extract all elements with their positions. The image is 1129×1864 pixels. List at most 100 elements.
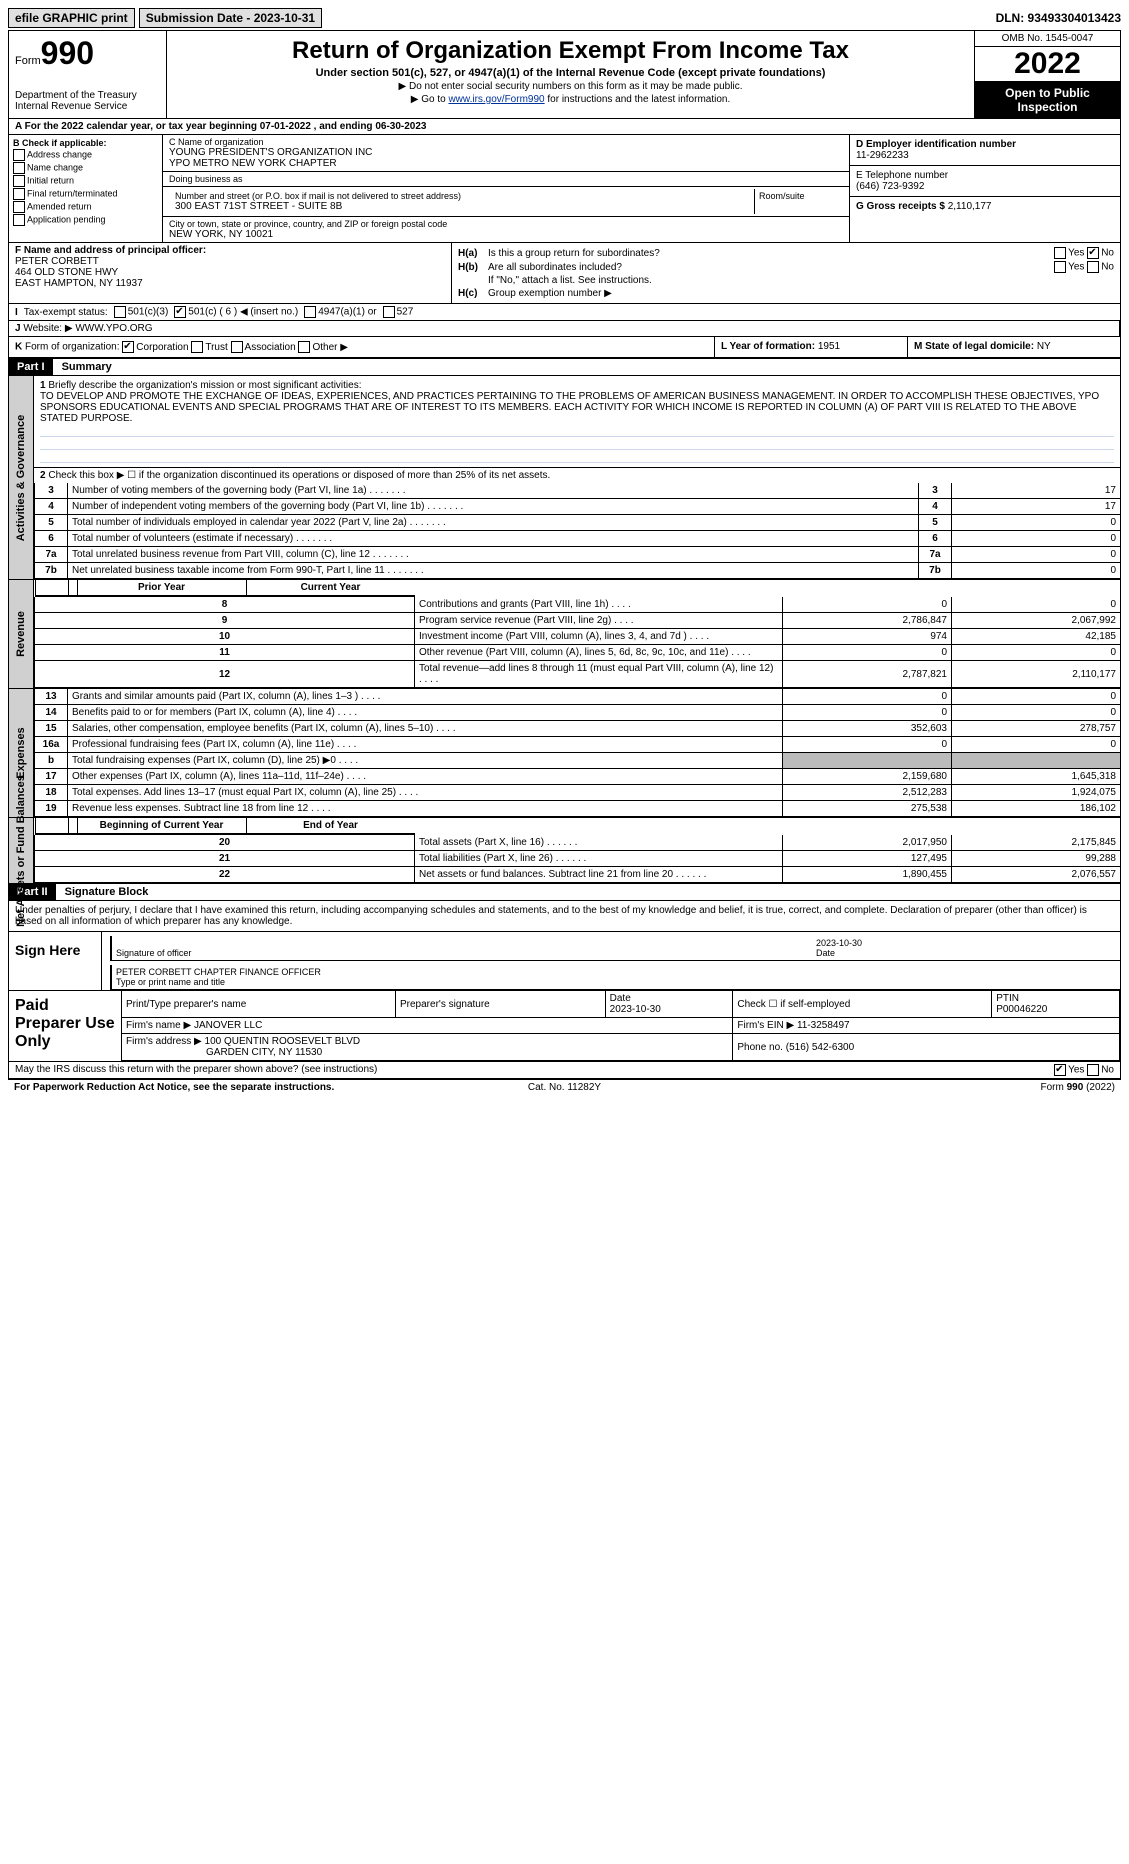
chk-527[interactable]: 527 [383, 306, 414, 318]
firm-addr2: GARDEN CITY, NY 11530 [206, 1047, 322, 1058]
irs: Internal Revenue Service [15, 101, 160, 112]
firm-addr1: 100 QUENTIN ROOSEVELT BLVD [205, 1036, 361, 1047]
ptin: P00046220 [996, 1004, 1047, 1015]
dln: DLN: 93493304013423 [996, 11, 1121, 25]
date-lbl: Date [816, 948, 1116, 958]
officer-addr1: 464 OLD STONE HWY [15, 267, 445, 278]
officer-addr2: EAST HAMPTON, NY 11937 [15, 278, 445, 289]
firm-ein: 11-3258497 [797, 1020, 850, 1031]
officer-lbl: F Name and address of principal officer: [15, 245, 445, 256]
chk-pending[interactable]: Application pending [13, 214, 158, 226]
sig-lbl: Signature of officer [116, 948, 816, 958]
chk-address[interactable]: Address change [13, 149, 158, 161]
city-val: NEW YORK, NY 10021 [169, 229, 843, 240]
website-val: WWW.YPO.ORG [75, 323, 152, 334]
preparer-table: Print/Type preparer's name Preparer's si… [122, 991, 1120, 1061]
col-h: H(a) Is this a group return for subordin… [452, 243, 1120, 303]
discuss-txt: May the IRS discuss this return with the… [15, 1064, 377, 1076]
row-i-txt: Tax-exempt status: [24, 307, 108, 318]
subtitle: Under section 501(c), 527, or 4947(a)(1)… [173, 67, 968, 79]
part-ii-title: Signature Block [59, 886, 149, 898]
col-d: D Employer identification number 11-2962… [849, 135, 1120, 242]
row-j-txt: Website: ▶ [23, 323, 72, 334]
note-ssn: ▶ Do not enter social security numbers o… [173, 81, 968, 92]
form-number: 990 [41, 35, 94, 71]
line1-txt: Briefly describe the organization's miss… [48, 380, 361, 391]
irs-link[interactable]: www.irs.gov/Form990 [448, 94, 544, 105]
ein-lbl: D Employer identification number [856, 139, 1114, 150]
net-table: Beginning of Current YearEnd of Year 20T… [34, 818, 1120, 883]
street-lbl: Number and street (or P.O. box if mail i… [175, 191, 748, 201]
footer-right: Form 990 (2022) [748, 1082, 1115, 1093]
line2-txt: Check this box ▶ ☐ if the organization d… [48, 470, 550, 481]
row-j-lbl: J [15, 323, 21, 334]
org-name-2: YPO METRO NEW YORK CHAPTER [169, 158, 843, 169]
phone-lbl: E Telephone number [856, 170, 1114, 181]
hb-txt: Are all subordinates included? [488, 262, 622, 273]
hc-txt: Group exemption number ▶ [488, 288, 612, 299]
col-c: C Name of organization YOUNG PRESIDENT'S… [163, 135, 849, 242]
dba-lbl: Doing business as [169, 174, 843, 184]
footer-mid: Cat. No. 11282Y [381, 1082, 748, 1093]
col-b-hdr: B Check if applicable: [13, 138, 158, 148]
gross-lbl: G Gross receipts $ [856, 201, 945, 212]
part-i-title: Summary [56, 361, 112, 373]
ha-lbl: H(a) [458, 248, 488, 259]
declaration: Under penalties of perjury, I declare th… [9, 900, 1120, 931]
hc-lbl: H(c) [458, 288, 488, 299]
open-inspection: Open to Public Inspection [975, 82, 1120, 118]
gross-val: 2,110,177 [948, 201, 992, 212]
tax-year: 2022 [975, 47, 1120, 82]
chk-other[interactable]: Other ▶ [298, 342, 347, 353]
vtab-revenue: Revenue [9, 580, 34, 688]
name-lbl: Type or print name and title [116, 977, 1116, 987]
chk-501c3[interactable]: 501(c)(3) [114, 306, 169, 318]
paid-hdr: Paid Preparer Use Only [9, 991, 121, 1061]
row-k-txt: Form of organization: [25, 342, 120, 353]
revenue-table: Prior YearCurrent Year 8Contributions an… [34, 580, 1120, 688]
dept: Department of the Treasury [15, 90, 160, 101]
chk-name[interactable]: Name change [13, 162, 158, 174]
governance-table: 3Number of voting members of the governi… [34, 483, 1120, 579]
omb: OMB No. 1545-0047 [975, 31, 1120, 47]
chk-4947[interactable]: 4947(a)(1) or [304, 306, 376, 318]
city-lbl: City or town, state or province, country… [169, 219, 843, 229]
submission-btn[interactable]: Submission Date - 2023-10-31 [139, 8, 322, 28]
sign-here: Sign Here [9, 932, 101, 990]
chk-amended[interactable]: Amended return [13, 201, 158, 213]
name-lbl: C Name of organization [169, 137, 843, 147]
title-box: Return of Organization Exempt From Incom… [167, 31, 974, 118]
chk-corp[interactable]: Corporation [122, 342, 188, 353]
row-k-lbl: K [15, 342, 22, 353]
chk-initial[interactable]: Initial return [13, 175, 158, 187]
hb-lbl: H(b) [458, 262, 488, 273]
col-f: F Name and address of principal officer:… [9, 243, 452, 303]
officer-name: PETER CORBETT [15, 256, 445, 267]
hb-note: If "No," attach a list. See instructions… [458, 275, 1114, 286]
chk-final[interactable]: Final return/terminated [13, 188, 158, 200]
year-box: OMB No. 1545-0047 2022 Open to Public In… [974, 31, 1120, 118]
ein-val: 11-2962233 [856, 150, 1114, 161]
form-title: Return of Organization Exempt From Incom… [173, 37, 968, 65]
firm-name: JANOVER LLC [194, 1020, 262, 1031]
note-link: ▶ Go to www.irs.gov/Form990 for instruct… [173, 94, 968, 105]
vtab-net: Net Assets or Fund Balances [9, 818, 34, 883]
line1-num: 1 [40, 380, 46, 391]
line2-num: 2 [40, 470, 46, 481]
chk-assoc[interactable]: Association [231, 342, 296, 353]
efile-btn[interactable]: efile GRAPHIC print [8, 8, 135, 28]
expenses-table: 13Grants and similar amounts paid (Part … [34, 689, 1120, 817]
row-a: A For the 2022 calendar year, or tax yea… [9, 119, 1120, 135]
room-lbl: Room/suite [755, 189, 843, 214]
chk-trust[interactable]: Trust [191, 342, 227, 353]
ha-txt: Is this a group return for subordinates? [488, 248, 660, 259]
phone-val: (646) 723-9392 [856, 181, 1114, 192]
col-b: B Check if applicable: Address change Na… [9, 135, 163, 242]
form-word: Form [15, 55, 41, 67]
row-i-lbl: I [15, 307, 18, 318]
chk-501c[interactable]: 501(c) ( 6 ) ◀ (insert no.) [174, 306, 298, 318]
year-formation: 1951 [818, 341, 840, 352]
street-val: 300 EAST 71ST STREET - SUITE 8B [175, 201, 748, 212]
mission-text: TO DEVELOP AND PROMOTE THE EXCHANGE OF I… [40, 391, 1099, 424]
part-i-hdr: Part I [9, 359, 53, 375]
